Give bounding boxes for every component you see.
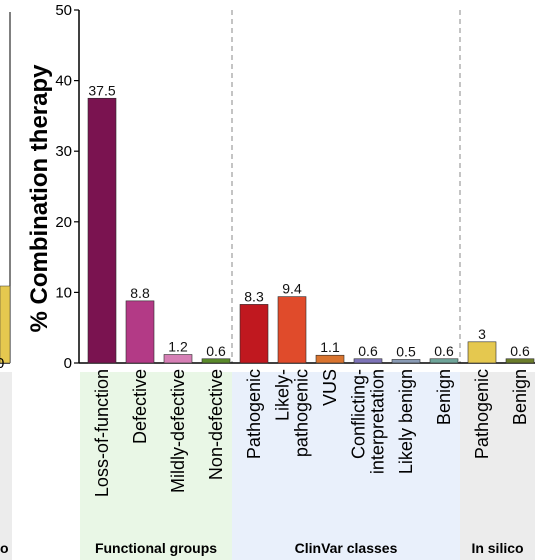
category-label: Pathogenic bbox=[244, 369, 264, 459]
category-label: Defective bbox=[130, 369, 150, 444]
group-background bbox=[460, 372, 535, 560]
bar bbox=[429, 358, 459, 364]
group-background bbox=[80, 372, 232, 560]
bar bbox=[391, 359, 421, 364]
previous-panel-edge: 0 o bbox=[0, 12, 12, 560]
bar-value-label: 0.6 bbox=[358, 343, 378, 359]
bar bbox=[277, 296, 307, 364]
previous-panel-background bbox=[0, 372, 12, 560]
category-label: Likely benign bbox=[396, 369, 416, 474]
group-label: In silico bbox=[471, 540, 523, 556]
category-label: Non-defective bbox=[206, 369, 226, 480]
bar-value-label: 1.1 bbox=[320, 339, 340, 355]
axes: 0 10 20 30 40 50 % Combination therapy bbox=[26, 2, 535, 372]
bar bbox=[125, 300, 155, 364]
bar-value-label: 8.3 bbox=[244, 288, 264, 304]
y-tick-label: 20 bbox=[55, 214, 72, 231]
bar-value-label: 8.8 bbox=[130, 285, 150, 301]
category-label: Benign bbox=[434, 369, 454, 425]
y-tick-label: 40 bbox=[55, 73, 72, 90]
bar-value-label: 0.5 bbox=[396, 343, 416, 359]
previous-panel-group-label-cut: o bbox=[0, 540, 9, 556]
bar-value-label: 37.5 bbox=[88, 82, 115, 98]
y-tick-label: 50 bbox=[55, 2, 72, 19]
category-label: Conflicting-interpretation bbox=[349, 369, 388, 474]
previous-panel-tick-label: 0 bbox=[0, 355, 4, 372]
category-label: Loss-of-function bbox=[92, 369, 112, 497]
y-tick-label: 30 bbox=[55, 143, 72, 160]
category-label: Pathogenic bbox=[472, 369, 492, 459]
bar bbox=[505, 358, 535, 364]
category-label: Benign bbox=[510, 369, 530, 425]
group-separators bbox=[231, 10, 461, 363]
category-label: VUS bbox=[320, 369, 340, 406]
y-axis-title: % Combination therapy bbox=[26, 64, 53, 333]
bar-value-label: 0.6 bbox=[206, 343, 226, 359]
bar bbox=[315, 354, 345, 364]
group-label: Functional groups bbox=[95, 540, 217, 556]
bar bbox=[163, 354, 193, 364]
bar bbox=[201, 358, 231, 364]
bar-value-label: 3 bbox=[478, 326, 486, 342]
y-tick-label: 0 bbox=[64, 355, 72, 372]
previous-panel-bar bbox=[0, 285, 11, 364]
labels: Functional groups 37.5 Loss-of-function 8.8… bbox=[88, 82, 530, 556]
y-tick-label: 10 bbox=[55, 284, 72, 301]
bars bbox=[87, 97, 535, 364]
group-backgrounds bbox=[80, 372, 535, 560]
group-label: ClinVar classes bbox=[295, 540, 398, 556]
bar-value-label: 0.6 bbox=[434, 343, 454, 359]
category-label: Likely-pathogenic bbox=[273, 369, 312, 457]
bar bbox=[467, 341, 497, 364]
bar-value-label: 0.6 bbox=[510, 343, 530, 359]
category-label: Mildly-defective bbox=[168, 369, 188, 493]
bar-value-label: 9.4 bbox=[282, 281, 302, 297]
bar bbox=[87, 97, 117, 364]
bar-value-label: 1.2 bbox=[168, 339, 188, 355]
group-background bbox=[232, 372, 460, 560]
bar bbox=[353, 358, 383, 364]
bar bbox=[239, 304, 269, 364]
